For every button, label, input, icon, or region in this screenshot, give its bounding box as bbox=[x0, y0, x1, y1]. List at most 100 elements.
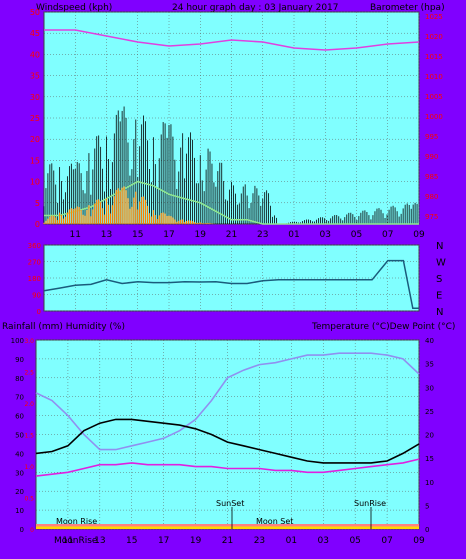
windspeed-tick-label: 15 bbox=[30, 156, 40, 165]
barometer-tick-label: 1015 bbox=[425, 53, 443, 61]
top-x-tick-label: 11 bbox=[70, 230, 81, 240]
temperature-tick-label: 5 bbox=[425, 502, 429, 510]
top-x-tick-label: 17 bbox=[163, 230, 174, 240]
bottom-x-tick-label: 17 bbox=[158, 536, 169, 546]
rainfall-tick-label: 2.0 bbox=[24, 401, 34, 408]
bottom-x-tick-label: 15 bbox=[126, 536, 137, 546]
barometer-tick-label: 1000 bbox=[425, 113, 443, 121]
temperature-tick-label: 0 bbox=[425, 526, 429, 534]
barometer-tick-label: 990 bbox=[425, 153, 438, 161]
windspeed-axis-title: Windspeed (kph) bbox=[36, 3, 112, 13]
rainfall-tick-label: 0.5 bbox=[24, 496, 34, 503]
windspeed-tick-label: 10 bbox=[30, 178, 40, 187]
bottom-x-tick-label: 03 bbox=[318, 536, 329, 546]
rainfall-tick-label: 0 bbox=[30, 527, 34, 534]
bottom-x-tick-label: 07 bbox=[381, 536, 392, 546]
humidity-tick-label: 70 bbox=[15, 394, 24, 402]
temperature-tick-label: 25 bbox=[425, 408, 434, 416]
compass-label: S bbox=[436, 274, 442, 285]
humidity-tick-label: 90 bbox=[15, 356, 24, 364]
temperature-tick-label: 15 bbox=[425, 455, 434, 463]
moonlight-bar bbox=[36, 526, 419, 529]
windspeed-tick-label: 25 bbox=[30, 114, 40, 123]
rainfall-tick-label: 3.0 bbox=[24, 338, 34, 345]
temperature-tick-label: 10 bbox=[425, 479, 434, 487]
humidity-tick-label: 20 bbox=[15, 488, 24, 496]
chart-title: 24 hour graph day : 03 January 2017 bbox=[172, 3, 339, 13]
humidity-tick-label: 0 bbox=[20, 526, 24, 534]
top-x-tick-label: 01 bbox=[288, 230, 299, 240]
compass-label: N bbox=[436, 307, 443, 318]
wind-direction-line bbox=[43, 259, 419, 310]
bottom-x-tick-label: 23 bbox=[254, 536, 265, 546]
top-x-tick-label: 19 bbox=[195, 230, 207, 240]
temperature-line bbox=[35, 418, 420, 464]
top-x-tick-label: 13 bbox=[101, 230, 112, 240]
bottom-x-tick-label: 21 bbox=[222, 536, 233, 546]
windspeed-tick-label: 35 bbox=[30, 72, 40, 81]
windspeed-tick-label: 50 bbox=[30, 8, 40, 17]
windspeed-tick-label: 5 bbox=[35, 199, 40, 208]
direction-tick-label: 0 bbox=[37, 308, 41, 316]
direction-tick-label: 180 bbox=[28, 275, 41, 283]
barometer-tick-label: 995 bbox=[425, 133, 438, 141]
windspeed-tick-label: 30 bbox=[30, 93, 40, 102]
barometer-tick-label: 1020 bbox=[425, 33, 443, 41]
barometer-tick-label: 975 bbox=[425, 213, 438, 221]
bottom-x-tick-label: 05 bbox=[349, 536, 360, 546]
compass-label: N bbox=[436, 241, 443, 252]
wind-average-line bbox=[44, 180, 419, 225]
top-x-tick-label: 23 bbox=[257, 230, 268, 240]
rainfall-tick-label: 1.0 bbox=[24, 464, 34, 471]
temperature-tick-label: 40 bbox=[425, 337, 434, 345]
humidity-tick-label: 80 bbox=[15, 375, 24, 383]
bottom-x-tick-label: 11 bbox=[62, 536, 73, 546]
barometer-tick-label: 1005 bbox=[425, 93, 443, 101]
sunrise-label: SunRise bbox=[354, 499, 386, 508]
direction-tick-label: 360 bbox=[28, 242, 41, 250]
moon-rise-label: Moon Rise bbox=[56, 517, 97, 526]
top-x-tick-label: 21 bbox=[226, 230, 237, 240]
barometer-tick-label: 980 bbox=[425, 193, 438, 201]
barometer-axis-title: Barometer (hpa) bbox=[370, 3, 445, 13]
compass-label: W bbox=[436, 258, 446, 269]
top-x-tick-label: 05 bbox=[351, 230, 362, 240]
windspeed-tick-label: 45 bbox=[30, 29, 40, 38]
temp-dew-axis-title: Temperature (°C)Dew Point (°C) bbox=[311, 322, 455, 332]
barometer-tick-label: 1010 bbox=[425, 73, 443, 81]
dew-point-line bbox=[35, 458, 420, 477]
barometer-tick-label: 985 bbox=[425, 173, 438, 181]
windspeed-tick-label: 40 bbox=[30, 50, 40, 59]
compass-label: E bbox=[436, 291, 442, 302]
temperature-tick-label: 35 bbox=[425, 361, 434, 369]
top-x-tick-label: 15 bbox=[132, 230, 143, 240]
rain-humidity-axis-title: Rainfall (mm) Humidity (%) bbox=[2, 322, 125, 332]
top-x-tick-label: 09 bbox=[413, 230, 425, 240]
temperature-tick-label: 30 bbox=[425, 384, 434, 392]
rainfall-tick-label: 1.5 bbox=[24, 433, 34, 440]
barometer-tick-label: 1025 bbox=[425, 13, 443, 21]
humidity-line bbox=[35, 352, 420, 451]
series-layer bbox=[35, 29, 420, 529]
humidity-tick-label: 60 bbox=[15, 413, 24, 421]
rainfall-tick-label: 2.5 bbox=[24, 370, 34, 377]
humidity-tick-label: 50 bbox=[15, 432, 24, 440]
direction-tick-label: 90 bbox=[32, 292, 41, 300]
top-x-tick-label: 07 bbox=[382, 230, 393, 240]
sunset-label: SunSet bbox=[216, 499, 244, 508]
windspeed-tick-label: 0 bbox=[35, 220, 40, 229]
bottom-x-tick-label: 01 bbox=[286, 536, 297, 546]
bottom-x-tick-label: 09 bbox=[413, 536, 425, 546]
barometer-line bbox=[44, 29, 420, 51]
top-x-tick-label: 03 bbox=[320, 230, 331, 240]
humidity-tick-label: 40 bbox=[15, 450, 24, 458]
moon-set-label: Moon Set bbox=[256, 517, 293, 526]
bottom-x-tick-label: 19 bbox=[190, 536, 202, 546]
axis-layer: 0510152025303540455097598098599099510001… bbox=[11, 8, 446, 546]
humidity-tick-label: 100 bbox=[11, 337, 24, 345]
bottom-x-tick-label: 13 bbox=[94, 536, 105, 546]
direction-tick-label: 270 bbox=[28, 259, 41, 267]
humidity-tick-label: 30 bbox=[15, 469, 24, 477]
